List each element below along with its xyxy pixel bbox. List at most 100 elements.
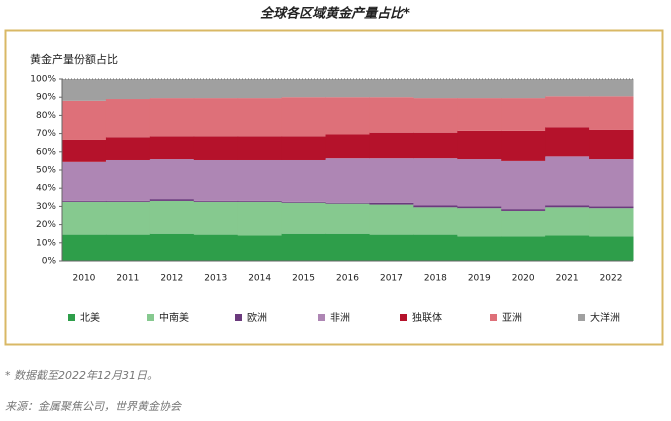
segment (281, 97, 327, 137)
segment (413, 98, 458, 133)
segment (193, 98, 239, 137)
x-tick-label: 2014 (248, 274, 271, 284)
segment (413, 158, 458, 206)
segment (589, 129, 634, 160)
x-tick-label: 2021 (556, 274, 579, 284)
segment (281, 159, 327, 202)
segment (413, 132, 458, 159)
y-tick-label: 100% (30, 75, 56, 85)
segment (237, 79, 283, 99)
legend-label: 独联体 (412, 311, 442, 324)
segment (413, 205, 458, 208)
y-tick-label: 30% (36, 202, 56, 212)
segment (237, 136, 283, 160)
legend-label: 北美 (80, 311, 100, 324)
segment (193, 201, 239, 235)
segment (281, 233, 327, 261)
segment (149, 79, 195, 99)
segment (413, 207, 458, 235)
segment (62, 201, 107, 235)
x-tick-label: 2011 (116, 274, 139, 284)
segment (501, 79, 546, 99)
segment (369, 79, 414, 98)
segment (545, 79, 590, 97)
segment (545, 96, 590, 128)
segment (105, 200, 151, 202)
segment (149, 199, 195, 201)
legend-label: 欧洲 (247, 312, 267, 324)
segment (589, 159, 634, 207)
segment (62, 234, 107, 261)
segment (62, 79, 107, 101)
source: 来源：金属聚焦公司，世界黄金协会 (5, 400, 182, 413)
segment (589, 96, 634, 130)
segment (193, 136, 239, 160)
segment (413, 79, 458, 99)
legend-swatch (578, 314, 585, 321)
x-tick-label: 2020 (512, 274, 535, 284)
segment (105, 99, 151, 138)
x-tick-label: 2013 (204, 274, 227, 284)
y-tick-label: 70% (36, 129, 56, 139)
segment (457, 208, 502, 237)
segment (149, 233, 195, 261)
legend-label: 大洋洲 (590, 311, 620, 324)
segment (149, 136, 195, 160)
y-axis-label: 黄金产量份额占比 (30, 52, 118, 66)
legend-label: 亚洲 (502, 312, 522, 324)
segment (237, 98, 283, 137)
y-tick-label: 0% (42, 257, 57, 267)
chart-title: 全球各区域黄金产量占比* (260, 6, 410, 22)
segment (105, 201, 151, 235)
segment (62, 200, 107, 202)
segment (369, 132, 414, 159)
y-tick-label: 40% (36, 184, 56, 194)
segment (105, 79, 151, 100)
legend-swatch (68, 314, 75, 321)
segment (457, 130, 502, 160)
segment (325, 97, 370, 135)
y-tick-label: 20% (36, 220, 56, 230)
segment (589, 208, 634, 237)
segment (457, 236, 502, 261)
y-tick-label: 50% (36, 166, 56, 176)
legend-label: 非洲 (330, 312, 350, 324)
segment (369, 97, 414, 133)
segment (545, 156, 590, 206)
x-tick-label: 2010 (73, 274, 96, 284)
segment (325, 79, 370, 98)
x-tick-label: 2019 (468, 274, 491, 284)
legend-swatch (318, 314, 325, 321)
segment (193, 159, 239, 201)
segment (501, 98, 546, 131)
footnote: * 数据截至2022年12月31日。 (5, 369, 158, 382)
segment (413, 234, 458, 261)
segment (325, 233, 370, 261)
segment (589, 79, 634, 97)
segment (545, 235, 590, 261)
y-tick-label: 10% (36, 238, 56, 248)
segment (105, 159, 151, 201)
segment (105, 234, 151, 261)
segment (501, 160, 546, 210)
segment (501, 209, 546, 211)
segment (325, 158, 370, 203)
segment (369, 234, 414, 261)
x-tick-label: 2017 (380, 274, 403, 284)
legend-label: 中南美 (159, 311, 189, 324)
segment (105, 137, 151, 160)
segment (62, 100, 107, 140)
y-tick-label: 60% (36, 147, 56, 157)
y-tick-label: 80% (36, 111, 56, 121)
segment (237, 159, 283, 201)
segment (369, 158, 414, 203)
segment (281, 79, 327, 98)
segment (193, 200, 239, 202)
segment (501, 130, 546, 161)
segment (457, 159, 502, 207)
segment (149, 159, 195, 200)
segment (281, 202, 327, 234)
legend-swatch (490, 314, 497, 321)
